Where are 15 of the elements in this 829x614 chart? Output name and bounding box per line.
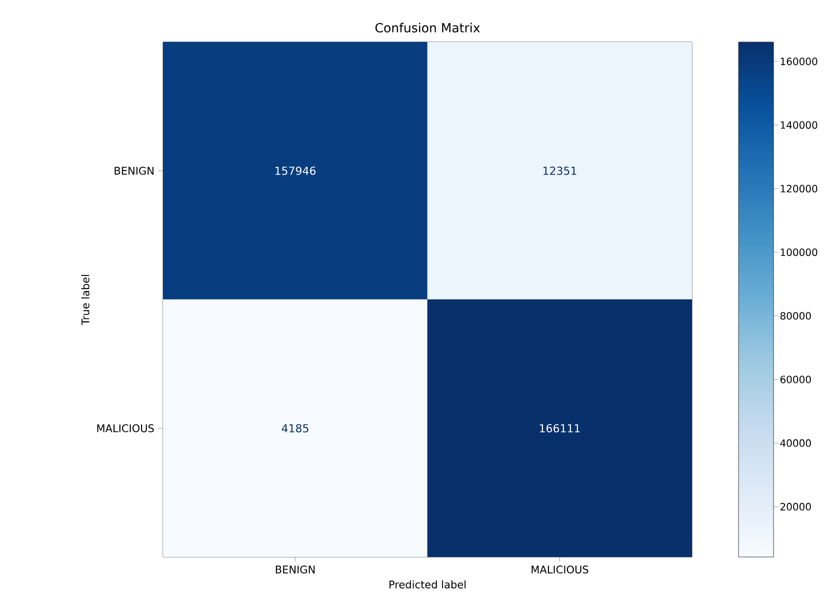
data-label: 166111 (540, 424, 580, 432)
chart-title: Confusion Matrix (375, 22, 480, 32)
color-bar-label: 20000 (780, 502, 811, 510)
y-axis-title: True label (81, 274, 90, 326)
color-bar-label: 80000 (780, 312, 811, 320)
x-axis-title: Predicted label (390, 580, 466, 588)
color-bar-label: 140000 (780, 121, 818, 129)
color-bar-label: 120000 (780, 184, 818, 192)
data-label: 12351 (543, 166, 576, 175)
color-bar-label: 100000 (780, 248, 818, 256)
color-bar-label: 60000 (780, 376, 811, 384)
color-bar-label: 160000 (780, 58, 818, 66)
color-bar-label: 40000 (780, 439, 811, 447)
data-label: 4185 (282, 424, 308, 432)
data-label: 157946 (275, 166, 316, 175)
